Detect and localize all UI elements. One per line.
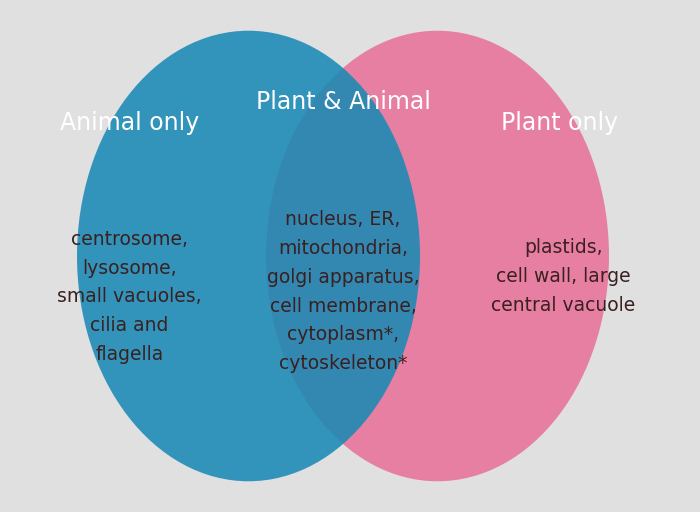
Text: Plant only: Plant only [501,111,619,135]
Text: plastids,
cell wall, large
central vacuole: plastids, cell wall, large central vacuo… [491,238,636,315]
Text: Plant & Animal: Plant & Animal [256,91,430,114]
Text: Animal only: Animal only [60,111,199,135]
Text: nucleus, ER,
mitochondria,
golgi apparatus,
cell membrane,
cytoplasm*,
cytoskele: nucleus, ER, mitochondria, golgi apparat… [267,210,419,373]
Ellipse shape [266,31,609,481]
Ellipse shape [77,31,420,481]
Text: centrosome,
lysosome,
small vacuoles,
cilia and
flagella: centrosome, lysosome, small vacuoles, ci… [57,230,202,364]
